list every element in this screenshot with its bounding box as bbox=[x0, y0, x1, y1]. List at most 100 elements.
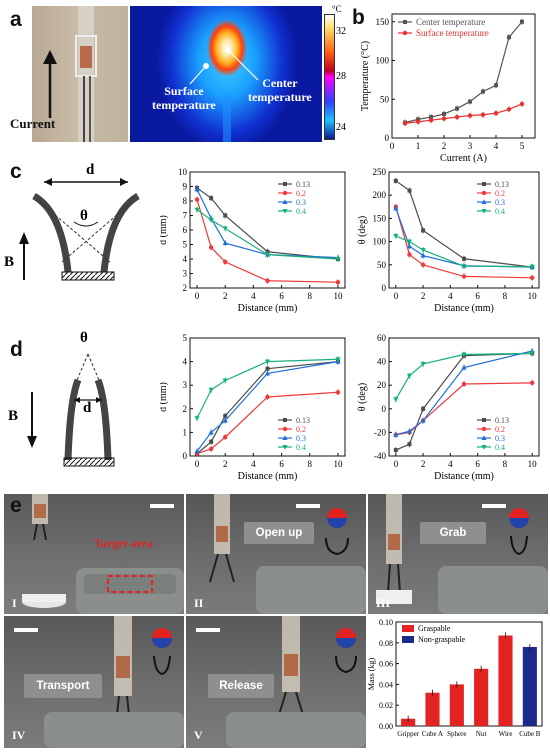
x-tick-label: 5 bbox=[520, 141, 525, 151]
x-tick-label: 6 bbox=[475, 291, 480, 301]
x-tick-label: 8 bbox=[503, 291, 508, 301]
data-point bbox=[420, 418, 426, 423]
data-point bbox=[519, 101, 525, 107]
panel-label-c: c bbox=[10, 160, 22, 183]
x-axis-label: Distance (mm) bbox=[434, 471, 494, 482]
data-point bbox=[406, 373, 413, 379]
legend-label: 0.2 bbox=[296, 425, 306, 434]
legend-label: 0.3 bbox=[296, 434, 306, 443]
series-line bbox=[196, 189, 338, 259]
data-point bbox=[407, 442, 412, 447]
step-label-grab: Grab bbox=[420, 522, 486, 544]
y-tick-label: 6 bbox=[183, 225, 188, 235]
y-tick-label: -20 bbox=[374, 427, 386, 437]
data-point bbox=[428, 117, 434, 123]
data-point bbox=[415, 119, 421, 124]
y-tick-label: 0.06 bbox=[379, 660, 393, 669]
legend-label: 0.4 bbox=[495, 207, 505, 216]
y-tick-label: 0 bbox=[385, 133, 390, 143]
data-point bbox=[482, 182, 486, 186]
data-point bbox=[282, 435, 288, 440]
y-tick-label: 60 bbox=[377, 333, 387, 343]
schematic-c-b-label: B bbox=[4, 254, 15, 270]
data-point bbox=[223, 213, 228, 218]
x-tick-label: 10 bbox=[528, 459, 538, 469]
photo-step-5: Release V bbox=[186, 616, 366, 748]
y-tick-label: 0.10 bbox=[379, 618, 393, 627]
y-tick-label: 0.04 bbox=[379, 680, 393, 689]
x-tick-label: Cube B bbox=[519, 730, 541, 738]
target-area-label: Target area bbox=[94, 536, 153, 550]
surface-temperature-label: Surface temperature bbox=[152, 84, 216, 112]
scale-bar bbox=[196, 628, 220, 632]
data-point bbox=[481, 209, 487, 214]
y-tick-label: 250 bbox=[373, 167, 387, 177]
x-tick-label: 3 bbox=[468, 141, 473, 151]
photo-step-2: Open up II bbox=[186, 494, 366, 614]
data-point bbox=[393, 205, 399, 211]
bar bbox=[498, 635, 513, 726]
data-point bbox=[208, 429, 214, 435]
data-point bbox=[420, 247, 426, 253]
photo-step-3: Grab III bbox=[368, 494, 548, 614]
y-tick-label: 150 bbox=[376, 17, 390, 27]
legend-label: Graspable bbox=[418, 624, 451, 633]
panel-label-d: d bbox=[10, 338, 23, 361]
data-point bbox=[507, 35, 511, 40]
x-tick-label: 6 bbox=[279, 291, 284, 301]
y-tick-label: -40 bbox=[374, 451, 386, 461]
x-tick-label: Nut bbox=[476, 730, 487, 738]
plot-frame bbox=[388, 337, 540, 457]
schematic-d-b-label: B bbox=[8, 408, 19, 424]
data-point bbox=[529, 275, 535, 280]
y-tick-label: 5 bbox=[183, 333, 188, 343]
data-point bbox=[406, 243, 413, 249]
x-tick-label: Sphere bbox=[447, 730, 466, 738]
data-point bbox=[454, 114, 460, 120]
scale-bar bbox=[296, 504, 320, 508]
x-tick-label: 0 bbox=[390, 141, 395, 151]
schematic-d bbox=[27, 353, 115, 467]
legend-label: 0.3 bbox=[495, 198, 505, 207]
step-label-transport: Transport bbox=[24, 674, 102, 698]
legend-label: 0.2 bbox=[296, 189, 306, 198]
step-number: I bbox=[12, 596, 17, 610]
x-axis-label: Distance (mm) bbox=[238, 471, 298, 482]
data-point bbox=[529, 351, 535, 356]
series-line bbox=[404, 21, 523, 124]
data-point bbox=[223, 434, 228, 440]
legend-swatch bbox=[402, 625, 414, 632]
legend-label: 0.13 bbox=[296, 416, 310, 425]
y-tick-label: 4 bbox=[183, 357, 188, 367]
data-point bbox=[481, 89, 485, 94]
data-point bbox=[467, 113, 473, 118]
data-point bbox=[421, 228, 426, 233]
bar bbox=[449, 684, 464, 726]
bar bbox=[425, 692, 440, 726]
scale-bar bbox=[482, 504, 506, 508]
data-point bbox=[335, 257, 341, 262]
legend-label: Surface temperature bbox=[416, 28, 489, 38]
x-tick-label: 0 bbox=[195, 459, 200, 469]
data-point bbox=[222, 226, 228, 232]
data-point bbox=[209, 439, 214, 444]
y-tick-label: 0 bbox=[382, 404, 387, 414]
x-tick-label: 8 bbox=[503, 459, 508, 469]
data-point bbox=[393, 448, 398, 453]
y-tick-label: 150 bbox=[373, 213, 387, 223]
data-point bbox=[402, 121, 408, 126]
data-point bbox=[442, 111, 446, 116]
data-point bbox=[420, 252, 426, 258]
y-tick-label: 0.00 bbox=[379, 722, 393, 731]
legend-label: 0.4 bbox=[296, 207, 306, 216]
legend-label: 0.13 bbox=[495, 416, 509, 425]
legend-label: 0.13 bbox=[495, 180, 509, 189]
step-number: III bbox=[376, 596, 391, 610]
y-tick-label: 3 bbox=[183, 380, 188, 390]
data-point bbox=[264, 359, 271, 365]
y-tick-label: 50 bbox=[380, 94, 390, 104]
data-point bbox=[402, 30, 408, 36]
chart-f: 0.00 0.02 0.04 0.06 0.08 0.10 Mass (kg) Gripper… bbox=[366, 618, 548, 754]
colorbar-unit: °C bbox=[332, 4, 342, 14]
